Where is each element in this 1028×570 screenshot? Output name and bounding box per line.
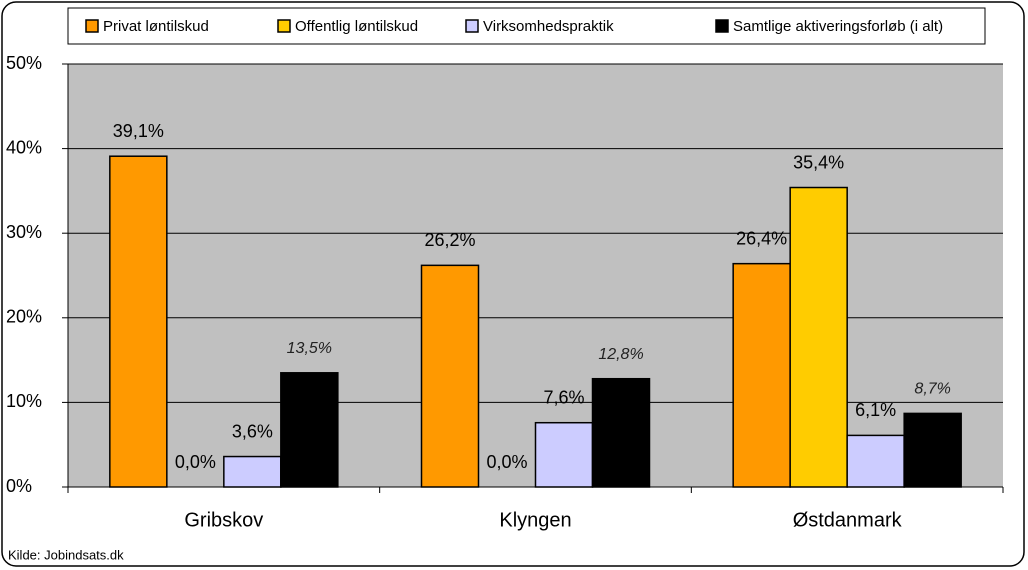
bar xyxy=(789,186,848,488)
value-label: 8,7% xyxy=(914,381,950,398)
value-label: 13,5% xyxy=(287,340,332,357)
value-label: 7,6% xyxy=(543,387,584,407)
value-label: 26,4% xyxy=(736,228,787,248)
bar xyxy=(534,421,594,488)
y-tick-label: 0% xyxy=(6,476,32,496)
legend-swatch xyxy=(277,19,291,33)
y-tick-label: 10% xyxy=(6,391,42,411)
value-label: 3,6% xyxy=(232,421,273,441)
legend-swatch xyxy=(465,19,479,33)
value-label: 0,0% xyxy=(175,452,216,472)
y-tick-label: 30% xyxy=(6,222,42,242)
y-tick-label: 20% xyxy=(6,307,42,327)
bar xyxy=(420,264,480,488)
x-tick-label: Gribskov xyxy=(184,509,263,531)
bar xyxy=(846,434,905,488)
y-tick-label: 40% xyxy=(6,137,42,157)
legend-label: Virksomhedspraktik xyxy=(483,18,614,35)
x-tick-label: Østdanmark xyxy=(793,509,903,531)
legend-swatch xyxy=(715,19,729,33)
value-label: 26,2% xyxy=(424,230,475,250)
x-tick-label: Klyngen xyxy=(499,509,571,531)
value-label: 6,1% xyxy=(855,400,896,420)
source: Kilde: Jobindsats.dk xyxy=(8,547,124,562)
legend-label: Offentlig løntilskud xyxy=(295,18,418,35)
bar xyxy=(591,377,651,488)
bar xyxy=(280,372,339,488)
value-label: 39,1% xyxy=(113,121,164,141)
value-label: 35,4% xyxy=(793,152,844,172)
legend-label: Privat løntilskud xyxy=(103,18,209,35)
legend-swatch xyxy=(85,19,99,33)
bar xyxy=(903,412,962,488)
legend-box xyxy=(67,7,986,45)
y-tick-label: 50% xyxy=(6,53,42,73)
value-label: 0,0% xyxy=(486,452,527,472)
bar xyxy=(109,155,168,488)
bar xyxy=(223,455,282,488)
legend-label: Samtlige aktiveringsforløb (i alt) xyxy=(733,18,943,35)
bar xyxy=(732,262,791,488)
value-label: 12,8% xyxy=(598,346,643,363)
